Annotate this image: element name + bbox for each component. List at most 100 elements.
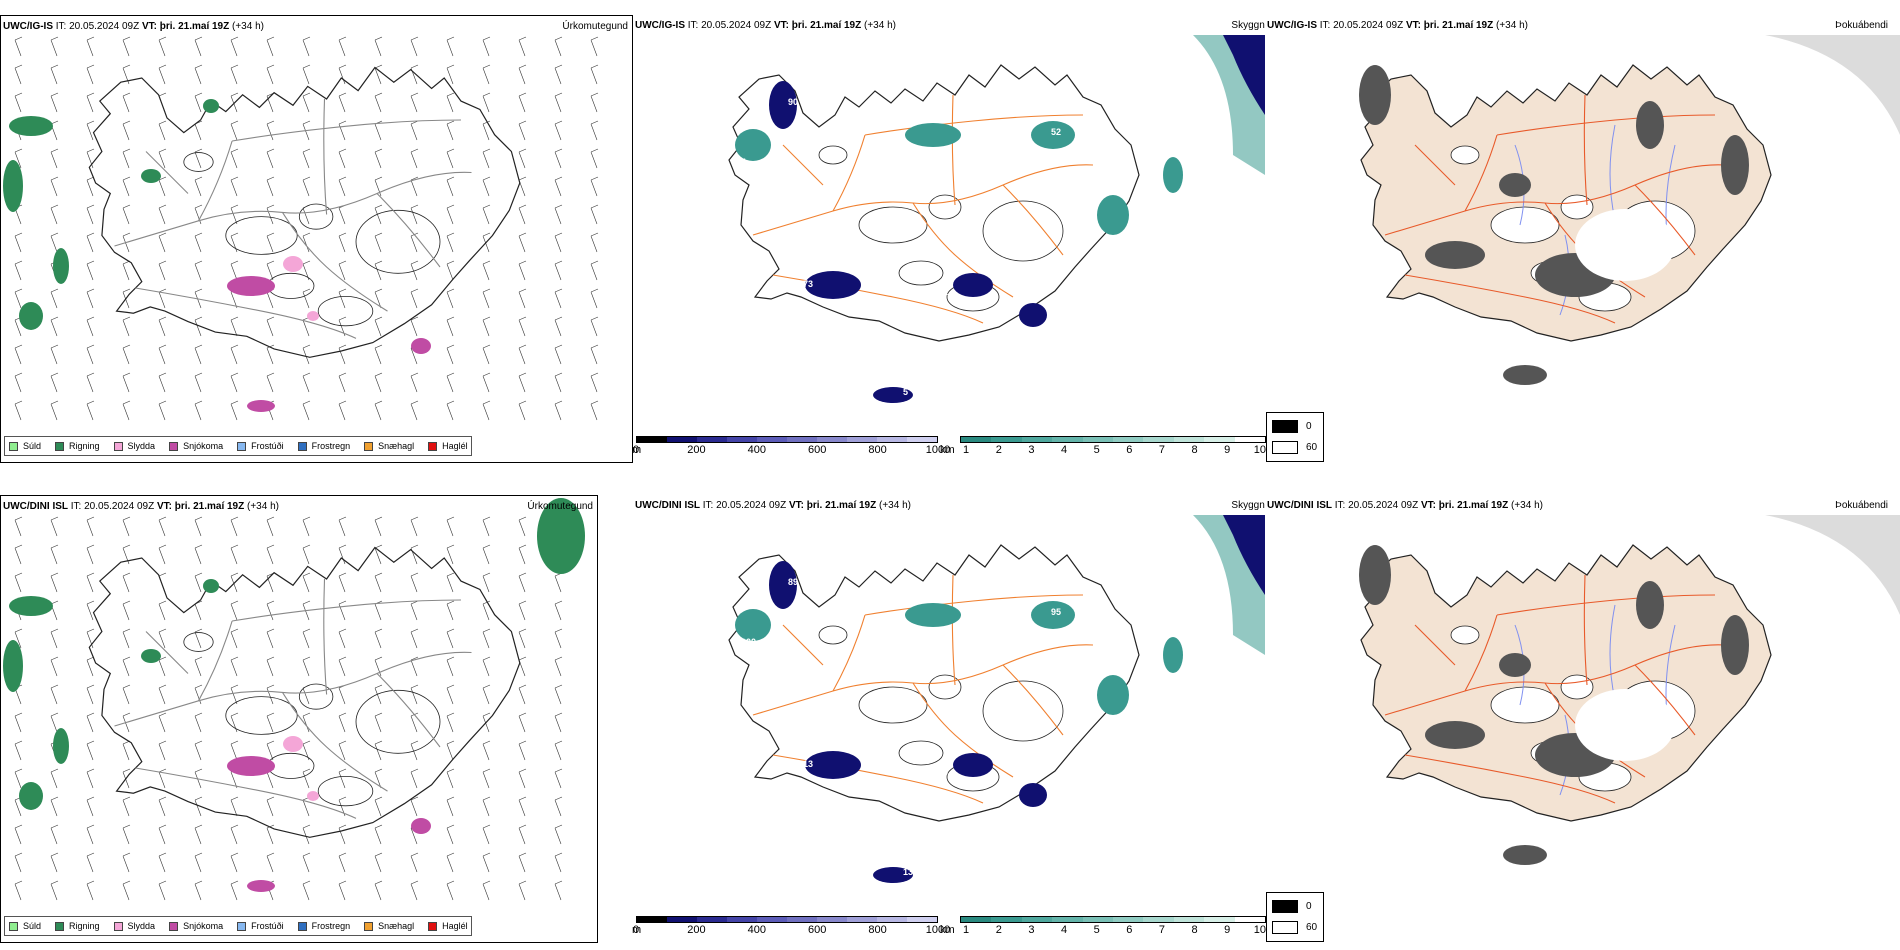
snow-area xyxy=(411,818,431,834)
visibility-label: 58 xyxy=(1198,662,1208,672)
fog-index-dark xyxy=(1721,135,1749,195)
wind-barb xyxy=(302,852,311,873)
wind-barb xyxy=(194,400,203,421)
legend-label: Snjókoma xyxy=(183,441,224,451)
it-label: IT: xyxy=(55,21,67,32)
wind-barb xyxy=(194,344,203,365)
ceiling-ramp-step xyxy=(727,917,757,922)
model-name: UWC/DINI ISL xyxy=(1267,500,1332,511)
legend-label: Rigning xyxy=(69,921,100,931)
legend-item: Frostregn xyxy=(297,921,350,931)
snow-area xyxy=(227,756,275,776)
visibility-label: 90 xyxy=(788,97,798,107)
wind-barb xyxy=(554,36,563,57)
low-ceiling-area xyxy=(769,81,797,129)
road xyxy=(323,578,328,695)
wind-barb xyxy=(122,628,131,649)
wind-barb xyxy=(158,796,167,817)
iceland-map xyxy=(1360,544,1772,822)
visibility-label: 95 xyxy=(1051,607,1061,617)
visibility-label: 10 xyxy=(773,237,783,247)
wind-barb xyxy=(86,92,95,113)
wind-barb xyxy=(302,260,311,281)
wind-barb xyxy=(266,796,275,817)
wind-barb xyxy=(158,572,167,593)
wind-barb xyxy=(50,712,59,733)
wind-barb xyxy=(266,176,275,197)
wind-barb xyxy=(554,92,563,113)
visibility-tick: 6 xyxy=(1126,924,1133,936)
wind-barb xyxy=(230,204,239,225)
glacier-outline xyxy=(355,209,441,274)
visibility-ramp-step xyxy=(1021,437,1053,442)
wind-barb xyxy=(158,544,167,565)
wind-barb xyxy=(554,824,563,845)
visibility-label: 52 xyxy=(1051,127,1061,137)
wind-barb xyxy=(194,684,203,705)
wind-barb xyxy=(86,516,95,537)
wind-barb xyxy=(590,64,599,85)
fog-index-panel: UWC/IG-IS IT: 20.05.2024 09Z VT: þri. 21… xyxy=(1265,15,1900,463)
wind-barb xyxy=(446,852,455,873)
rain-area xyxy=(19,782,43,810)
visibility-ramp-step xyxy=(991,437,1022,442)
wind-barb xyxy=(518,544,527,565)
fog-map xyxy=(1359,35,1900,385)
wind-barb xyxy=(122,316,131,337)
wind-barb xyxy=(554,684,563,705)
fog-key-white xyxy=(1272,921,1298,934)
legend-label: Frostregn xyxy=(311,441,351,451)
wind-barb xyxy=(194,204,203,225)
fog-index-dark xyxy=(1499,173,1531,197)
visibility-ramp-step xyxy=(991,917,1022,922)
wind-barb xyxy=(518,176,527,197)
road xyxy=(1002,664,1064,736)
wind-barb xyxy=(518,824,527,845)
wind-barb xyxy=(266,852,275,873)
panel-title: Þokuábendi xyxy=(1835,500,1888,511)
visibility-label: 102 xyxy=(723,745,738,755)
wind-barb xyxy=(14,232,23,253)
wind-barb xyxy=(158,372,167,393)
wind-barb xyxy=(482,204,491,225)
wind-barb xyxy=(158,852,167,873)
visibility-label: 82 xyxy=(1193,637,1203,647)
wind-barb xyxy=(302,796,311,817)
glacier-outline xyxy=(183,632,214,652)
wind-barb xyxy=(338,880,347,901)
fog-index-dark xyxy=(1636,581,1664,629)
glacier-outline xyxy=(1450,625,1480,645)
legend-label: Haglél xyxy=(442,441,468,451)
glacier-outline xyxy=(1560,674,1594,700)
road xyxy=(135,767,357,819)
ceiling-ramp-step xyxy=(907,917,937,922)
wind-barb xyxy=(518,260,527,281)
visibility-tick: 7 xyxy=(1158,924,1166,936)
legend-label: Haglél xyxy=(442,921,468,931)
visibility-ramp-step xyxy=(1052,917,1083,922)
wind-barb xyxy=(302,572,311,593)
low-ceiling-area xyxy=(1019,303,1047,327)
wind-barb xyxy=(50,400,59,421)
visibility-field: 90 77 4 10 7 488 73 76 72 52 104 4 53 12 54 79 5 xyxy=(723,35,1265,403)
wind-barb xyxy=(338,628,347,649)
panel-header: UWC/IG-IS IT: 20.05.2024 09Z VT: þri. 21… xyxy=(1267,20,1528,31)
wind-barb xyxy=(50,344,59,365)
wind-barb xyxy=(122,148,131,169)
legend-label: Frostúði xyxy=(251,441,284,451)
wind-barb xyxy=(122,288,131,309)
wind-barb xyxy=(554,120,563,141)
it-value: 20.05.2024 09Z xyxy=(701,20,772,31)
visibility-label: 134 xyxy=(903,867,918,877)
visibility-ramp-step xyxy=(1173,917,1205,922)
wind-barb xyxy=(482,288,491,309)
cloud-map: 89 11 100 123 102 39 13 7 83 95 82 58 74 10 32 102 134 6 xyxy=(723,515,1265,887)
wind-barb xyxy=(338,64,347,85)
wind-barb xyxy=(374,204,383,225)
wind-barb xyxy=(410,288,419,309)
wind-barb xyxy=(374,852,383,873)
visibility-tick: 8 xyxy=(1191,924,1198,936)
wind-barb xyxy=(482,544,491,565)
wind-barb xyxy=(374,544,383,565)
wind-barb xyxy=(122,516,131,537)
